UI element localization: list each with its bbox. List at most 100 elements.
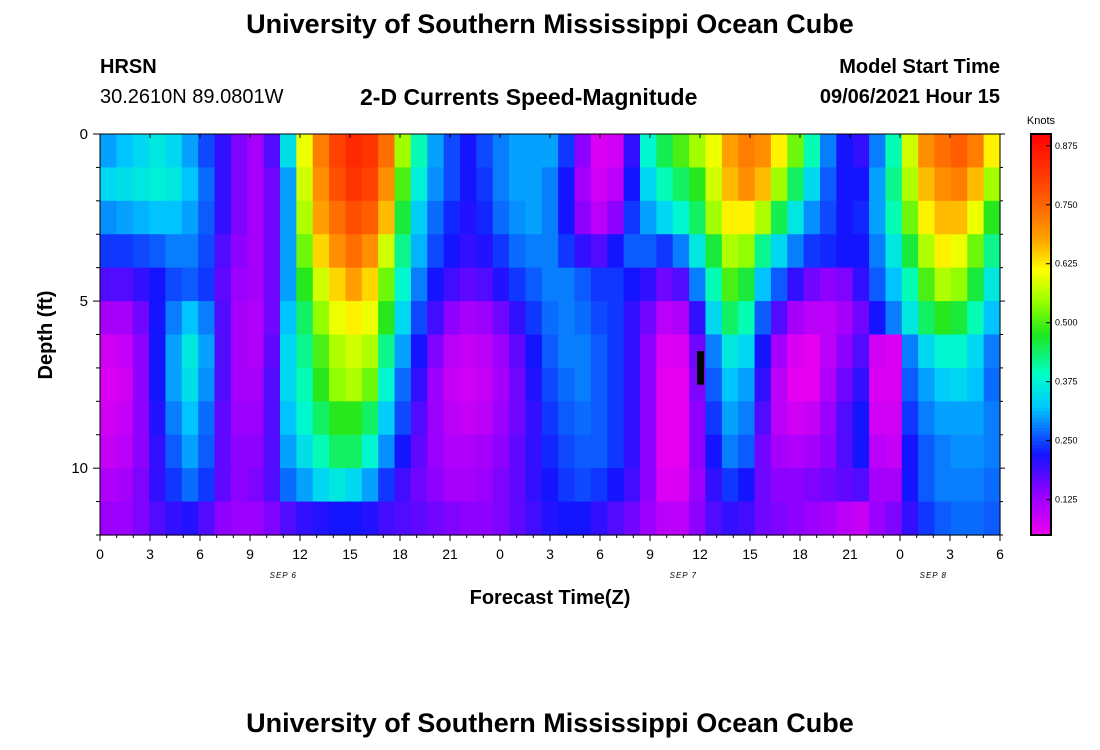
colorbar-segment [1031,458,1051,463]
heatmap-cell [492,134,510,169]
heatmap-cell [116,367,134,402]
heatmap-cell [607,501,625,536]
x-tick-label: 9 [246,546,254,562]
heatmap-cell [280,501,297,536]
heatmap-cell [427,301,445,336]
heatmap-cell [803,267,821,302]
heatmap-cell [640,334,657,369]
heatmap-cell [787,301,805,336]
heatmap-cell [263,234,281,269]
heatmap-cell [721,234,739,269]
colorbar-tick-label: 0.375 [1055,377,1078,387]
heatmap-cell [214,434,232,469]
heatmap-cell [100,234,117,269]
heatmap-cell [345,301,363,336]
heatmap-cell [558,434,576,469]
heatmap-cell [901,301,919,336]
heatmap-cell [787,200,805,235]
heatmap-cell [296,200,314,235]
heatmap-cell [361,301,379,336]
heatmap-cell [918,468,936,503]
heatmap-cell [738,200,756,235]
heatmap-cell [329,267,347,302]
heatmap-cell [149,267,167,302]
heatmap-cell [820,434,837,469]
heatmap-cell [361,501,379,536]
heatmap-cell [672,167,690,202]
heatmap-cell [558,167,576,202]
colorbar-segment [1031,314,1051,319]
heatmap-cell [705,200,723,235]
heatmap-cell [361,267,379,302]
heatmap-cell [820,468,837,503]
heatmap-cell [230,167,248,202]
heatmap-cell [427,401,445,436]
heatmap-cell [721,301,739,336]
colorbar-segment [1031,197,1051,202]
heatmap-cell [869,167,887,202]
heatmap-cell [427,200,445,235]
colorbar-segment [1031,170,1051,175]
heatmap-cell [394,334,412,369]
colorbar-segment [1031,254,1051,259]
heatmap-cell [967,167,985,202]
heatmap-cell [296,134,314,169]
heatmap-cell [509,134,527,169]
heatmap-cell [574,267,592,302]
heatmap-cell [263,401,281,436]
heatmap-cell [165,267,183,302]
heatmap-cell [116,501,134,536]
heatmap-cell [672,434,690,469]
heatmap-cell [934,434,952,469]
colorbar-segment [1031,244,1051,249]
heatmap-cell [394,468,412,503]
heatmap-cell [901,334,919,369]
heatmap-cell [721,267,739,302]
heatmap-cell [770,401,788,436]
heatmap-cell [116,134,134,169]
heatmap-cell [525,468,543,503]
heatmap-cell [378,301,396,336]
heatmap-cell [361,234,379,269]
heatmap-cell [869,200,887,235]
colorbar-segment [1031,468,1051,473]
heatmap-cell [181,234,199,269]
heatmap-cell [803,401,821,436]
heatmap-cell [770,234,788,269]
heatmap-cell [967,401,985,436]
heatmap-cell [132,434,150,469]
heatmap-cell [165,134,183,169]
heatmap-cell [280,234,297,269]
heatmap-cell [967,367,985,402]
heatmap-cell [967,134,985,169]
heatmap-cell [181,134,199,169]
heatmap-cell [198,234,216,269]
heatmap-cell [934,468,952,503]
colorbar-segment [1031,481,1051,486]
heatmap-cell [852,200,870,235]
colorbar-segment [1031,421,1051,426]
heatmap-cell [836,301,854,336]
colorbar-tick-label: 0.875 [1055,141,1078,151]
heatmap-cell [312,434,330,469]
heatmap-cell [656,468,674,503]
colorbar-segment [1031,160,1051,165]
heatmap-cell [100,367,117,402]
heatmap-cell [738,501,756,536]
heatmap-cell [640,367,657,402]
heatmap-cell [378,234,396,269]
heatmap-cell [836,167,854,202]
heatmap-cell [770,167,788,202]
heatmap-cell [787,468,805,503]
heatmap-cell [607,468,625,503]
heatmap-cell [427,434,445,469]
heatmap-cell [820,367,837,402]
heatmap-cell [590,401,608,436]
heatmap-cell [558,134,576,169]
heatmap-cell [476,468,494,503]
heatmap-cell [885,334,903,369]
colorbar-segment [1031,364,1051,369]
heatmap-cell [885,134,903,169]
heatmap-cell [296,501,314,536]
heatmap-cell [820,234,837,269]
